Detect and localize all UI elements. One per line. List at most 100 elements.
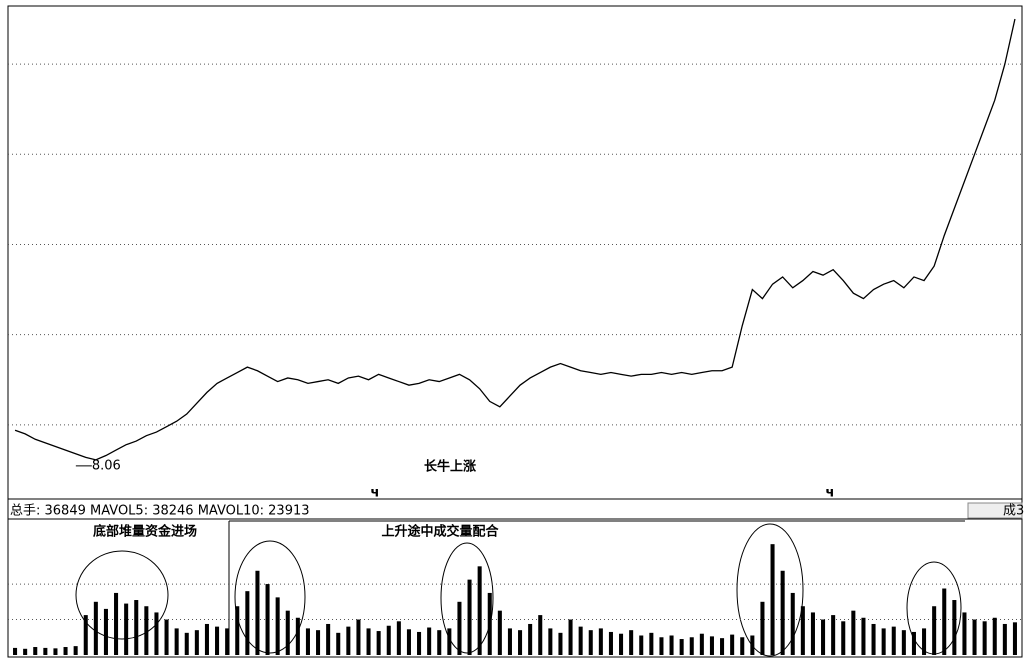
volume-bar — [1002, 623, 1007, 655]
volume-bar — [608, 631, 613, 655]
volume-bar — [43, 647, 48, 655]
volume-bar — [265, 584, 270, 655]
volume-bar — [73, 646, 78, 655]
volume-bar — [649, 632, 654, 655]
volume-bar — [851, 610, 856, 655]
volume-bar — [63, 647, 68, 655]
volume-bar — [204, 623, 209, 655]
volume-bar — [124, 603, 129, 655]
volume-bar — [316, 630, 321, 655]
volume-bar — [831, 615, 836, 655]
volume-bar — [1012, 622, 1017, 655]
volume-bar — [103, 608, 108, 655]
volume-bar — [53, 648, 58, 655]
annotation: 底部堆量资金进场 — [93, 524, 197, 540]
volume-bar — [477, 566, 482, 655]
volume-bar — [790, 592, 795, 655]
volume-bar — [679, 639, 684, 655]
volume-bar — [578, 626, 583, 655]
volume-bar — [255, 570, 260, 655]
volume-bar — [114, 592, 119, 655]
volume-bar — [457, 601, 462, 655]
circle — [736, 523, 804, 657]
tab[interactable] — [967, 502, 1023, 519]
volume-bar — [144, 606, 149, 655]
volume-bar — [992, 617, 997, 655]
volume-bar — [528, 623, 533, 655]
volume-bar — [497, 610, 502, 655]
volume-bar — [891, 626, 896, 655]
volume-bar — [194, 630, 199, 655]
volume-bar — [225, 628, 230, 655]
volume-bar — [730, 634, 735, 655]
volume-bar — [174, 628, 179, 655]
volume-bar — [366, 628, 371, 655]
circle — [440, 542, 494, 654]
volume-bar — [83, 615, 88, 655]
volume-bar — [901, 630, 906, 655]
volume-bar — [467, 579, 472, 655]
volume-bar — [33, 647, 38, 655]
volume-bar — [134, 600, 139, 655]
volume-bar — [215, 626, 220, 655]
volume-bar — [972, 619, 977, 655]
circle — [75, 550, 169, 640]
volume-bar — [750, 635, 755, 655]
volume-bar — [911, 631, 916, 655]
volume-bar — [709, 636, 714, 655]
circle — [234, 540, 306, 654]
volume-bar — [305, 628, 310, 655]
marker: ч — [826, 486, 835, 501]
volume-bar — [336, 632, 341, 655]
low-label: 8.06 — [92, 458, 121, 473]
volume-bar — [810, 612, 815, 655]
volume-bar — [639, 635, 644, 655]
volume-bar — [507, 628, 512, 655]
volume-bar — [558, 632, 563, 655]
volume-bar — [235, 606, 240, 655]
volume-bar — [740, 637, 745, 655]
volume-bar — [285, 610, 290, 655]
volume-bar — [487, 592, 492, 655]
volume-bar — [821, 619, 826, 655]
volume-bar — [871, 623, 876, 655]
volume-bar — [780, 570, 785, 655]
volume-bar — [669, 635, 674, 655]
volume-bar — [427, 627, 432, 655]
price-line — [14, 18, 1016, 461]
volume-bar — [154, 612, 159, 655]
volume-bar — [437, 630, 442, 655]
volume-bar — [982, 621, 987, 655]
volume-bar — [417, 631, 422, 655]
annotation: 长牛上涨 — [424, 459, 476, 475]
volume-bar — [184, 632, 189, 655]
volume-bar — [164, 619, 169, 655]
volume-bar — [770, 544, 775, 655]
volume-bar — [720, 638, 725, 655]
volume-bar — [356, 619, 361, 655]
annotation: 上升途中成交量配合 — [381, 524, 499, 540]
volume-bar — [952, 600, 957, 655]
volume-bar — [538, 615, 543, 655]
volume-bar — [326, 623, 331, 655]
volume-bar — [568, 619, 573, 655]
volume-bar — [659, 637, 664, 655]
volume-bar — [346, 626, 351, 655]
volume-bar — [376, 631, 381, 655]
volume-bar — [275, 597, 280, 655]
volume-bar — [518, 630, 523, 655]
volume-bar — [922, 628, 927, 655]
tab-label[interactable]: 成3 — [1003, 504, 1024, 519]
volume-bar — [800, 606, 805, 655]
volume-header: 总手: 36849 MAVOL5: 38246 MAVOL10: 23913 — [10, 504, 310, 519]
volume-bar — [629, 630, 634, 655]
volume-bar — [396, 621, 401, 655]
volume-bar — [93, 601, 98, 655]
volume-bar — [861, 617, 866, 655]
volume-bar — [699, 633, 704, 655]
volume-bar — [447, 628, 452, 655]
volume-bar — [689, 637, 694, 655]
volume-bar — [386, 625, 391, 655]
volume-bar — [13, 647, 18, 655]
